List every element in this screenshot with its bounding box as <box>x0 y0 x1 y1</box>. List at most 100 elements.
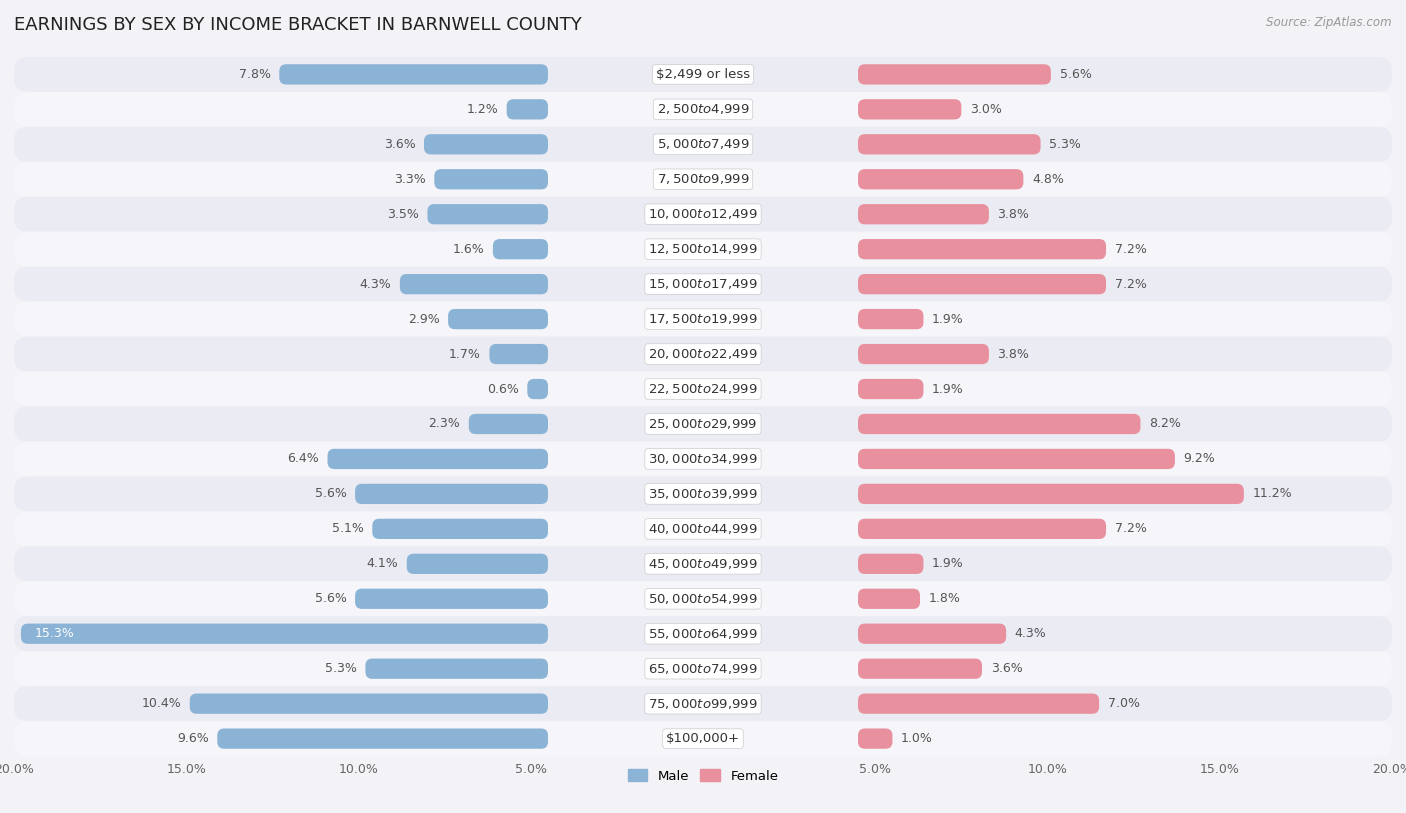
Text: 3.5%: 3.5% <box>387 208 419 220</box>
Text: 4.8%: 4.8% <box>1032 173 1064 185</box>
Text: $12,500 to $14,999: $12,500 to $14,999 <box>648 242 758 256</box>
Text: $17,500 to $19,999: $17,500 to $19,999 <box>648 312 758 326</box>
Text: 1.7%: 1.7% <box>449 348 481 360</box>
FancyBboxPatch shape <box>14 197 1392 232</box>
FancyBboxPatch shape <box>14 232 1392 267</box>
FancyBboxPatch shape <box>366 659 548 679</box>
Text: 1.0%: 1.0% <box>901 733 934 745</box>
Legend: Male, Female: Male, Female <box>623 764 783 788</box>
FancyBboxPatch shape <box>425 134 548 154</box>
FancyBboxPatch shape <box>14 406 1392 441</box>
Text: 5.1%: 5.1% <box>332 523 364 535</box>
Text: 3.6%: 3.6% <box>991 663 1022 675</box>
FancyBboxPatch shape <box>858 728 893 749</box>
Text: $65,000 to $74,999: $65,000 to $74,999 <box>648 662 758 676</box>
Text: $2,500 to $4,999: $2,500 to $4,999 <box>657 102 749 116</box>
FancyBboxPatch shape <box>14 476 1392 511</box>
Text: 9.2%: 9.2% <box>1184 453 1215 465</box>
Text: $2,499 or less: $2,499 or less <box>657 68 749 80</box>
Text: Source: ZipAtlas.com: Source: ZipAtlas.com <box>1267 16 1392 29</box>
FancyBboxPatch shape <box>14 162 1392 197</box>
Text: $7,500 to $9,999: $7,500 to $9,999 <box>657 172 749 186</box>
Text: 2.9%: 2.9% <box>408 313 440 325</box>
Text: 8.2%: 8.2% <box>1149 418 1181 430</box>
FancyBboxPatch shape <box>858 309 924 329</box>
Text: $22,500 to $24,999: $22,500 to $24,999 <box>648 382 758 396</box>
FancyBboxPatch shape <box>14 57 1392 92</box>
FancyBboxPatch shape <box>494 239 548 259</box>
Text: 3.0%: 3.0% <box>970 103 1002 115</box>
FancyBboxPatch shape <box>858 589 920 609</box>
Text: 11.2%: 11.2% <box>1253 488 1292 500</box>
FancyBboxPatch shape <box>406 554 548 574</box>
FancyBboxPatch shape <box>506 99 548 120</box>
Text: 7.2%: 7.2% <box>1115 523 1146 535</box>
FancyBboxPatch shape <box>468 414 548 434</box>
FancyBboxPatch shape <box>858 204 988 224</box>
FancyBboxPatch shape <box>14 267 1392 302</box>
FancyBboxPatch shape <box>858 379 924 399</box>
Text: 0.6%: 0.6% <box>486 383 519 395</box>
FancyBboxPatch shape <box>14 372 1392 406</box>
FancyBboxPatch shape <box>858 624 1007 644</box>
Text: $40,000 to $44,999: $40,000 to $44,999 <box>648 522 758 536</box>
FancyBboxPatch shape <box>14 686 1392 721</box>
Text: $20,000 to $22,499: $20,000 to $22,499 <box>648 347 758 361</box>
Text: $5,000 to $7,499: $5,000 to $7,499 <box>657 137 749 151</box>
Text: 4.1%: 4.1% <box>367 558 398 570</box>
FancyBboxPatch shape <box>218 728 548 749</box>
Text: 3.8%: 3.8% <box>997 208 1029 220</box>
FancyBboxPatch shape <box>14 616 1392 651</box>
Text: 4.3%: 4.3% <box>1015 628 1046 640</box>
Text: 7.2%: 7.2% <box>1115 243 1146 255</box>
Text: $100,000+: $100,000+ <box>666 733 740 745</box>
Text: 5.3%: 5.3% <box>325 663 357 675</box>
FancyBboxPatch shape <box>14 441 1392 476</box>
Text: 15.3%: 15.3% <box>35 628 75 640</box>
Text: 10.4%: 10.4% <box>142 698 181 710</box>
FancyBboxPatch shape <box>858 344 988 364</box>
FancyBboxPatch shape <box>427 204 548 224</box>
FancyBboxPatch shape <box>356 484 548 504</box>
FancyBboxPatch shape <box>14 581 1392 616</box>
Text: 3.3%: 3.3% <box>394 173 426 185</box>
FancyBboxPatch shape <box>858 169 1024 189</box>
Text: $35,000 to $39,999: $35,000 to $39,999 <box>648 487 758 501</box>
FancyBboxPatch shape <box>858 239 1107 259</box>
FancyBboxPatch shape <box>190 693 548 714</box>
Text: 1.6%: 1.6% <box>453 243 484 255</box>
Text: 3.8%: 3.8% <box>997 348 1029 360</box>
FancyBboxPatch shape <box>328 449 548 469</box>
FancyBboxPatch shape <box>858 134 1040 154</box>
FancyBboxPatch shape <box>14 721 1392 756</box>
FancyBboxPatch shape <box>858 554 924 574</box>
Text: 4.3%: 4.3% <box>360 278 391 290</box>
Text: 5.3%: 5.3% <box>1049 138 1081 150</box>
Text: 1.2%: 1.2% <box>467 103 498 115</box>
Text: 1.8%: 1.8% <box>928 593 960 605</box>
Text: 7.8%: 7.8% <box>239 68 271 80</box>
FancyBboxPatch shape <box>434 169 548 189</box>
FancyBboxPatch shape <box>858 449 1175 469</box>
Text: $25,000 to $29,999: $25,000 to $29,999 <box>648 417 758 431</box>
FancyBboxPatch shape <box>280 64 548 85</box>
Text: 9.6%: 9.6% <box>177 733 208 745</box>
Text: $75,000 to $99,999: $75,000 to $99,999 <box>648 697 758 711</box>
Text: $15,000 to $17,499: $15,000 to $17,499 <box>648 277 758 291</box>
FancyBboxPatch shape <box>14 511 1392 546</box>
FancyBboxPatch shape <box>858 414 1140 434</box>
Text: 5.6%: 5.6% <box>1060 68 1091 80</box>
FancyBboxPatch shape <box>858 99 962 120</box>
FancyBboxPatch shape <box>356 589 548 609</box>
Text: $50,000 to $54,999: $50,000 to $54,999 <box>648 592 758 606</box>
FancyBboxPatch shape <box>489 344 548 364</box>
FancyBboxPatch shape <box>14 127 1392 162</box>
Text: 3.6%: 3.6% <box>384 138 415 150</box>
Text: 7.2%: 7.2% <box>1115 278 1146 290</box>
Text: 7.0%: 7.0% <box>1108 698 1140 710</box>
Text: 1.9%: 1.9% <box>932 558 965 570</box>
FancyBboxPatch shape <box>858 274 1107 294</box>
FancyBboxPatch shape <box>14 92 1392 127</box>
FancyBboxPatch shape <box>449 309 548 329</box>
FancyBboxPatch shape <box>399 274 548 294</box>
